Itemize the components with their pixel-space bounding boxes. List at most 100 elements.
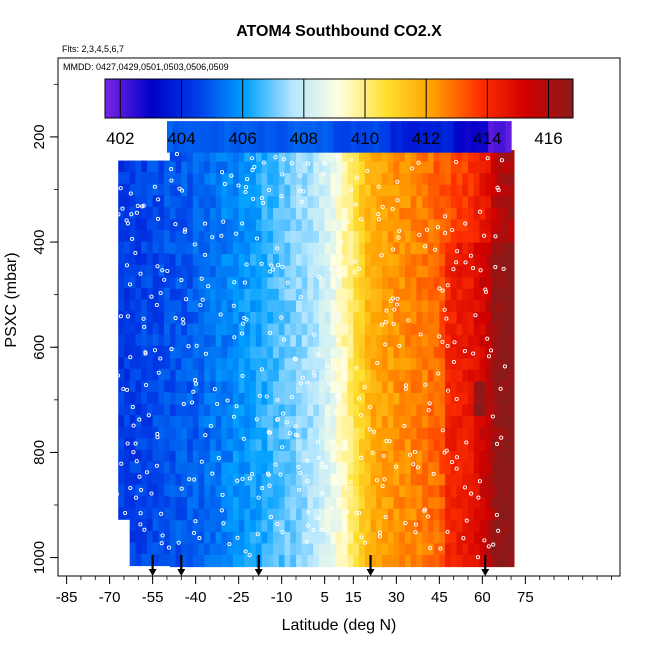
- curtain-cell: [359, 416, 366, 429]
- curtain-cell: [416, 439, 423, 452]
- curtain-cell: [324, 161, 331, 174]
- sample-marker: [362, 385, 367, 390]
- curtain-cell: [353, 531, 360, 544]
- curtain-cell: [261, 439, 268, 452]
- curtain-cell: [261, 369, 268, 383]
- y-axis-label: PSXC (mbar): [3, 252, 20, 347]
- sample-marker: [320, 460, 325, 465]
- curtain-cell: [382, 369, 389, 383]
- curtain-cell: [278, 485, 286, 498]
- curtain-cell: [410, 219, 418, 232]
- curtain-cell: [364, 554, 372, 568]
- curtain-upper-cell: [419, 121, 426, 153]
- curtain-cell: [508, 485, 515, 498]
- curtain-cell: [123, 345, 131, 358]
- curtain-cell: [450, 554, 458, 568]
- curtain-cell: [278, 207, 286, 221]
- curtain-cell: [485, 346, 492, 359]
- curtain-cell: [158, 507, 165, 520]
- curtain-cell: [410, 392, 418, 406]
- curtain-cell: [468, 392, 475, 406]
- curtain-cell: [508, 323, 515, 336]
- curtain-cell: [164, 484, 171, 497]
- curtain-cell: [473, 161, 481, 174]
- curtain-cell: [141, 299, 148, 312]
- sample-marker: [251, 196, 256, 201]
- curtain-cell: [399, 369, 406, 383]
- curtain-cell: [221, 346, 228, 359]
- curtain-cell: [118, 206, 125, 219]
- curtain-upper-cell: [287, 121, 294, 153]
- curtain-cell: [284, 312, 291, 325]
- sample-marker: [181, 321, 186, 326]
- curtain-cell: [221, 508, 228, 521]
- curtain-cell: [387, 242, 395, 255]
- curtain-cell: [433, 161, 440, 174]
- curtain-cell: [502, 520, 509, 533]
- curtain-cell: [238, 358, 245, 371]
- curtain-cell: [158, 438, 165, 451]
- curtain-cell: [462, 508, 469, 521]
- curtain-cell: [284, 508, 291, 521]
- sample-marker: [234, 404, 239, 409]
- curtain-cell: [227, 242, 234, 255]
- curtain-cell: [278, 520, 286, 533]
- curtain-cell: [313, 497, 320, 510]
- curtain-cell: [238, 265, 245, 278]
- curtain-cell: [468, 450, 475, 464]
- curtain-cell: [318, 392, 326, 406]
- sample-marker: [158, 356, 163, 361]
- curtain-cell: [341, 369, 349, 383]
- curtain-cell: [370, 312, 377, 325]
- curtain-cell: [427, 335, 435, 348]
- curtain-cell: [273, 277, 280, 290]
- curtain-cell: [439, 150, 446, 163]
- curtain-cell: [370, 300, 377, 313]
- curtain-cell: [244, 277, 251, 290]
- curtain-cell: [473, 508, 481, 521]
- curtain-cell: [295, 335, 303, 348]
- curtain-cell: [433, 462, 440, 475]
- curtain-cell: [404, 196, 412, 209]
- curtain-cell: [301, 381, 309, 394]
- curtain-cell: [313, 450, 320, 464]
- curtain-cell: [364, 288, 372, 302]
- curtain-cell: [181, 196, 188, 209]
- curtain-cell: [502, 392, 509, 406]
- sample-marker: [139, 487, 144, 492]
- curtain-cell: [485, 531, 492, 544]
- curtain-cell: [232, 242, 240, 255]
- sample-marker: [118, 314, 123, 319]
- curtain-cell: [169, 288, 177, 302]
- curtain-cell: [284, 219, 291, 232]
- curtain-cell: [468, 554, 475, 568]
- curtain-cell: [433, 531, 440, 544]
- sample-marker: [455, 249, 460, 254]
- curtain-upper-cell: [235, 121, 243, 153]
- curtain-cell: [427, 196, 435, 209]
- curtain-cell: [175, 531, 182, 544]
- curtain-cell: [158, 415, 165, 428]
- curtain-cell: [341, 242, 349, 255]
- curtain-cell: [330, 358, 337, 371]
- sample-marker: [316, 352, 321, 357]
- sample-marker: [452, 340, 457, 345]
- curtain-cell: [427, 462, 435, 475]
- curtain-cell: [359, 312, 366, 325]
- curtain-cell: [479, 300, 486, 313]
- curtain-cell: [359, 173, 366, 186]
- curtain-cell: [192, 543, 200, 556]
- curtain-cell: [192, 323, 200, 336]
- curtain-cell: [295, 254, 303, 267]
- sample-marker: [384, 308, 389, 313]
- sample-marker: [499, 158, 504, 163]
- curtain-cell: [364, 312, 372, 325]
- curtain-cell: [399, 184, 406, 197]
- curtain-cell: [496, 473, 504, 487]
- sample-marker: [275, 417, 280, 422]
- curtain-cell: [336, 242, 343, 255]
- curtain-cell: [468, 508, 475, 521]
- curtain-cell: [485, 520, 492, 533]
- curtain-cell: [158, 403, 165, 416]
- curtain-cell: [261, 150, 268, 163]
